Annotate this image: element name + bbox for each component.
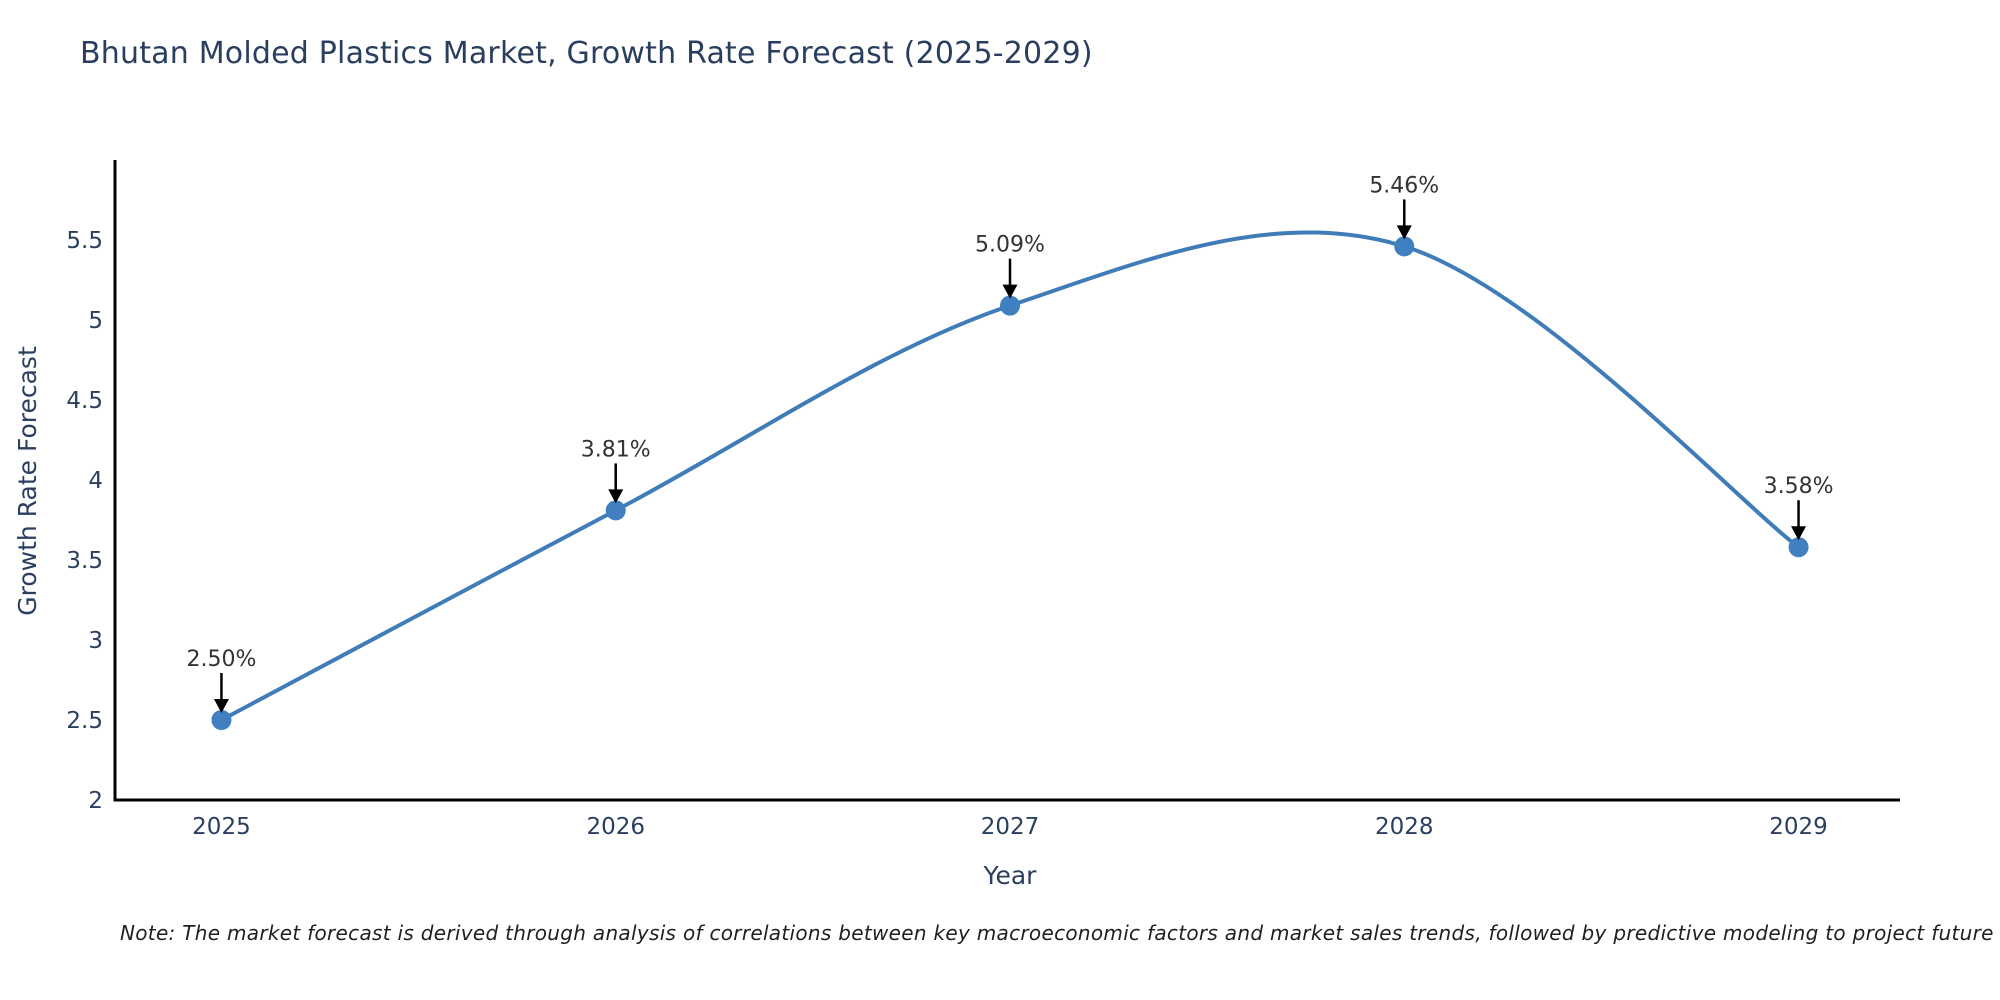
annotation-arrowhead-icon bbox=[213, 699, 229, 713]
annotation-arrowhead-icon bbox=[1002, 284, 1018, 299]
y-tick-label: 2 bbox=[88, 788, 103, 814]
y-tick-label: 3.5 bbox=[66, 548, 103, 574]
annotation-arrowhead-icon bbox=[1791, 526, 1807, 541]
annotation-label: 5.46% bbox=[1369, 173, 1439, 198]
x-tick-label: 2025 bbox=[192, 814, 251, 840]
y-tick-label: 3 bbox=[88, 628, 103, 654]
data-point-2027 bbox=[1000, 295, 1020, 316]
data-point-2028 bbox=[1394, 236, 1415, 257]
x-tick-label: 2026 bbox=[586, 814, 645, 840]
y-tick-label: 4 bbox=[88, 468, 103, 494]
annotation-label: 3.58% bbox=[1764, 474, 1834, 499]
x-tick-label: 2029 bbox=[1769, 814, 1828, 840]
annotation-arrowhead-icon bbox=[608, 489, 624, 504]
footnote: Note: The market forecast is derived thr… bbox=[120, 921, 2000, 945]
data-point-2026 bbox=[605, 500, 626, 521]
x-tick-label: 2027 bbox=[981, 814, 1040, 840]
annotation-label: 3.81% bbox=[581, 437, 651, 462]
y-tick-label: 4.5 bbox=[66, 388, 103, 414]
data-point-2029 bbox=[1788, 537, 1809, 558]
chart-title: Bhutan Molded Plastics Market, Growth Ra… bbox=[80, 36, 1093, 71]
annotation-arrowhead-icon bbox=[1396, 225, 1412, 240]
annotation-label: 5.09% bbox=[975, 233, 1045, 258]
y-tick-label: 5.5 bbox=[66, 228, 103, 254]
x-axis-title: Year bbox=[983, 861, 1037, 890]
x-tick-label: 2028 bbox=[1375, 814, 1434, 840]
y-tick-label: 2.5 bbox=[66, 708, 103, 734]
annotation-label: 2.50% bbox=[187, 647, 257, 672]
y-tick-label: 5 bbox=[88, 308, 103, 334]
data-point-2025 bbox=[211, 710, 232, 730]
